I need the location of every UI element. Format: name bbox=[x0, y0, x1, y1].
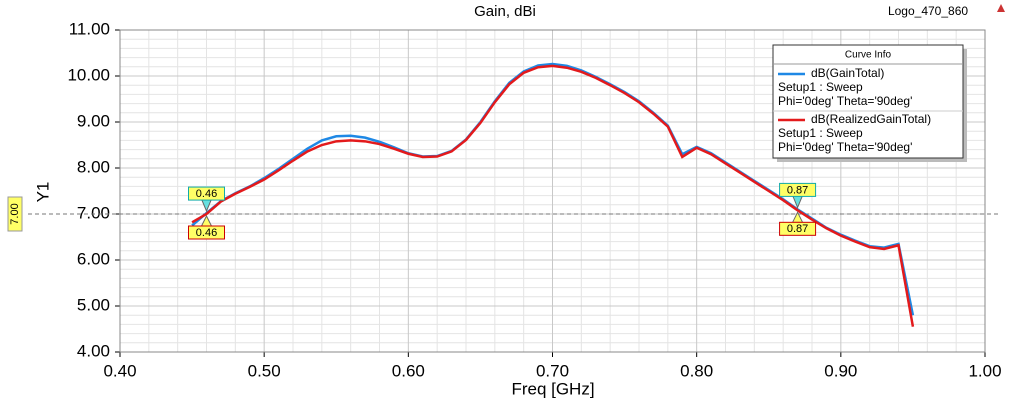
y-tick-label: 5.00 bbox=[77, 295, 110, 314]
chart-title: Gain, dBi bbox=[474, 3, 536, 20]
marker-label: 0.87 bbox=[787, 223, 808, 235]
y-tick-label: 7.00 bbox=[77, 203, 110, 222]
x-tick-label: 0.40 bbox=[103, 361, 136, 380]
legend-detail: Phi='0deg' Theta='90deg' bbox=[778, 94, 912, 108]
marker-box bbox=[188, 186, 225, 201]
logo-icon bbox=[997, 4, 1005, 12]
legend-detail: Setup1 : Sweep bbox=[778, 80, 863, 94]
x-tick-label: 0.80 bbox=[680, 361, 713, 380]
marker-label: 0.87 bbox=[787, 184, 808, 196]
legend-detail: Setup1 : Sweep bbox=[778, 126, 863, 140]
marker: 0.46 bbox=[188, 186, 225, 213]
legend-entry: dB(GainTotal) bbox=[811, 66, 884, 80]
x-tick-label: 0.90 bbox=[824, 361, 857, 380]
series-line bbox=[191, 64, 915, 327]
y-axis-label: Y1 bbox=[33, 182, 52, 203]
marker-label: 0.46 bbox=[196, 188, 217, 200]
reference-label: 7.00 bbox=[9, 203, 21, 224]
marker-label: 0.46 bbox=[196, 227, 217, 239]
x-tick-label: 0.60 bbox=[392, 361, 425, 380]
plot-border bbox=[119, 29, 986, 353]
marker-box bbox=[779, 221, 817, 236]
marker: 0.87 bbox=[779, 211, 817, 236]
corner-label: Logo_470_860 bbox=[888, 4, 968, 18]
legend-entry: dB(RealizedGainTotal) bbox=[811, 112, 931, 126]
x-axis-label: Freq [GHz] bbox=[511, 379, 594, 398]
x-tick-label: 1.00 bbox=[968, 361, 1001, 380]
y-tick-label: 10.00 bbox=[67, 65, 110, 84]
reference-label-box bbox=[7, 196, 23, 232]
legend-title: Curve Info bbox=[845, 50, 892, 61]
y-tick-label: 6.00 bbox=[77, 249, 110, 268]
marker: 0.87 bbox=[779, 182, 817, 209]
y-tick-label: 8.00 bbox=[77, 157, 110, 176]
legend-detail: Phi='0deg' Theta='90deg' bbox=[778, 140, 912, 154]
marker-box bbox=[188, 225, 225, 240]
x-tick-label: 0.70 bbox=[536, 361, 569, 380]
y-tick-label: 4.00 bbox=[77, 341, 110, 360]
marker: 0.46 bbox=[188, 214, 225, 240]
y-tick-label: 11.00 bbox=[69, 19, 110, 38]
y-tick-label: 9.00 bbox=[77, 111, 110, 130]
marker-box bbox=[779, 182, 817, 197]
x-tick-label: 0.50 bbox=[248, 361, 281, 380]
